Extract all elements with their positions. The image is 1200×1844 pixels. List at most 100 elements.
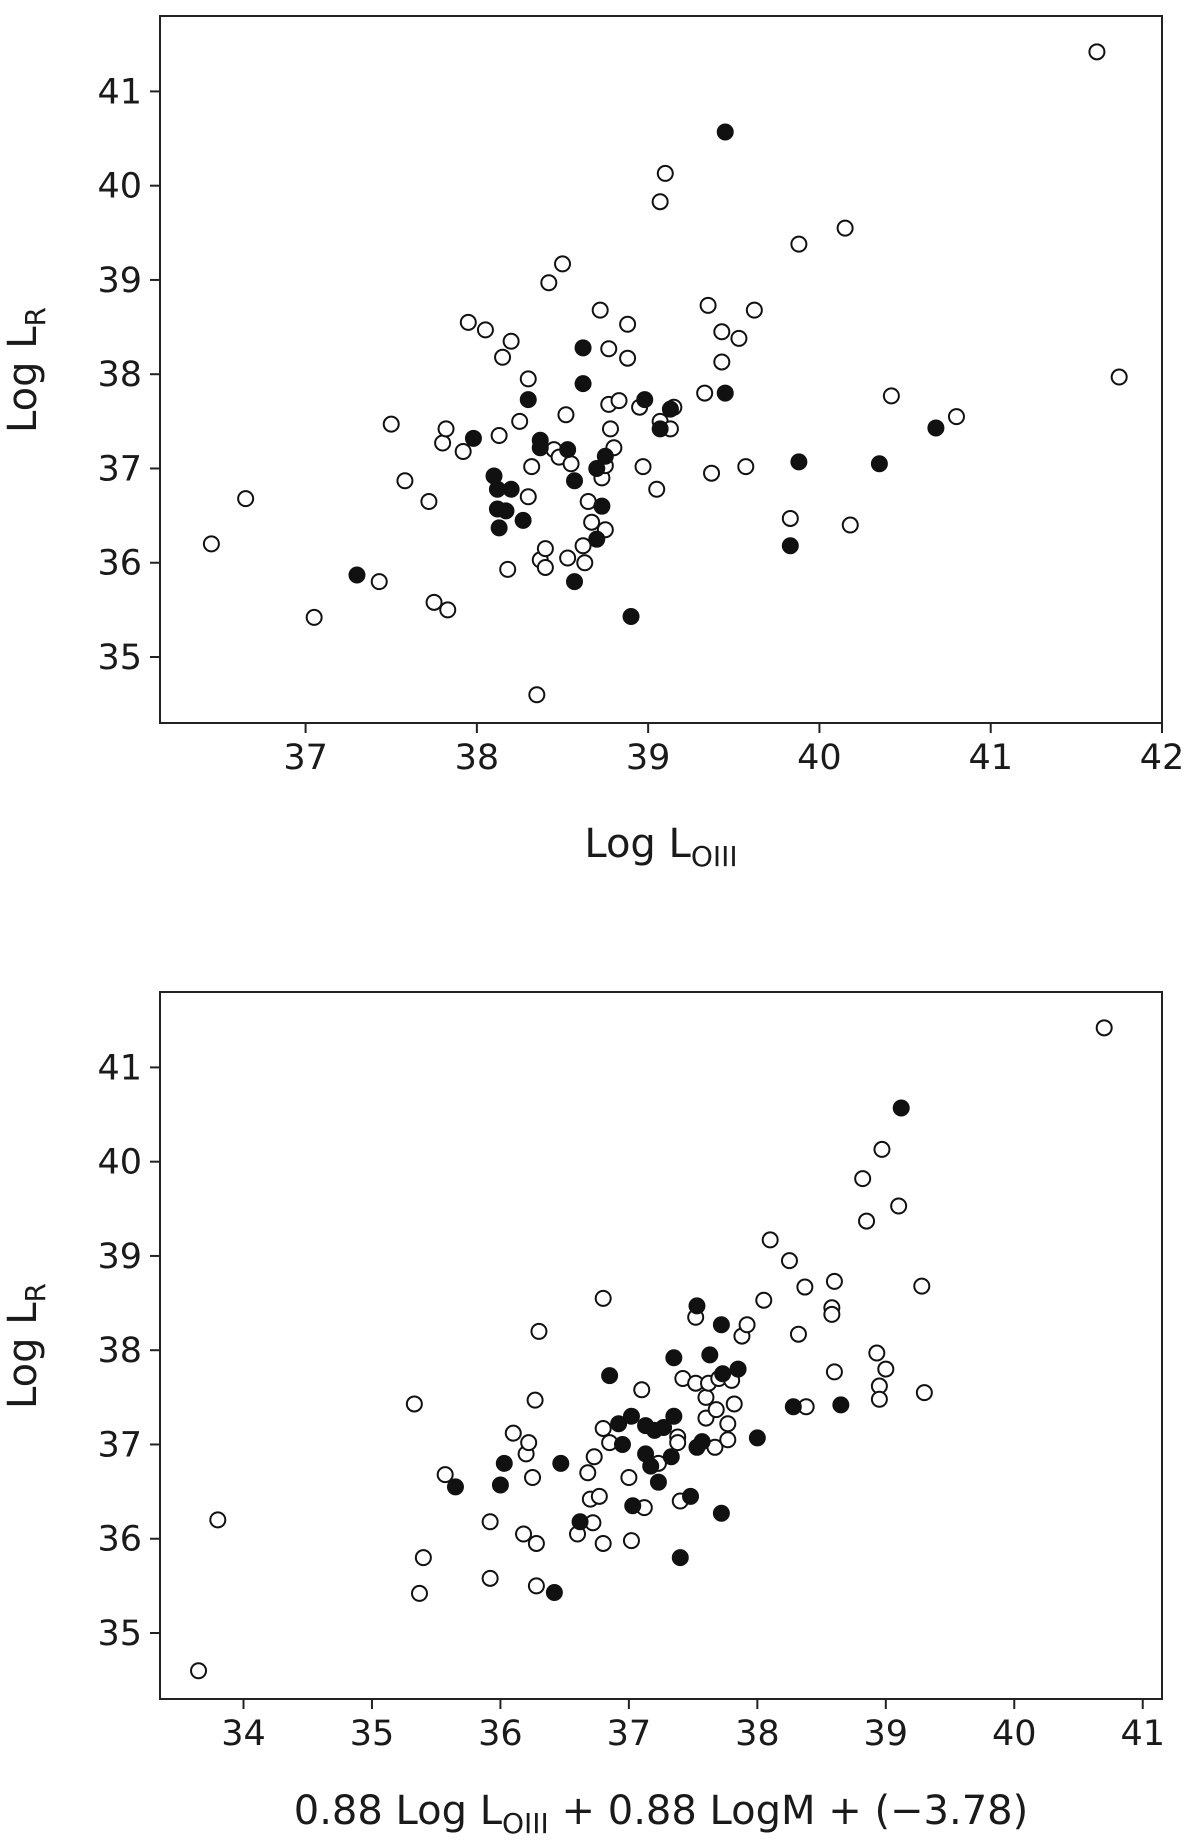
x-axis-label: Log LOIII [584, 821, 737, 873]
data-point-open [528, 686, 546, 704]
data-point-filled [545, 1583, 563, 1601]
data-point-filled [662, 1448, 680, 1466]
data-point-open [738, 1316, 756, 1334]
data-point-open [476, 321, 494, 339]
y-tick-label: 41 [97, 72, 142, 112]
data-point-open [594, 1534, 612, 1552]
data-point-filled [624, 1497, 642, 1515]
data-point-open [425, 593, 443, 611]
data-point-open [619, 349, 637, 367]
data-point-open [410, 1584, 428, 1602]
data-point-filled [748, 1429, 766, 1447]
data-point-filled [596, 447, 614, 465]
data-point-open [420, 492, 438, 510]
data-point-open [405, 1395, 423, 1413]
data-point-filled [588, 530, 606, 548]
x-axis-label-subscript: OIII [691, 840, 738, 873]
data-point-open [699, 296, 717, 314]
data-point-open [696, 384, 714, 402]
y-tick-label: 36 [97, 544, 142, 584]
data-point-open [523, 458, 541, 476]
data-point-open [619, 315, 637, 333]
data-point-open [825, 1363, 843, 1381]
y-ticks: 35 36 37 38 39 40 41 [97, 72, 160, 678]
data-point-filled [574, 375, 592, 393]
data-point-filled [712, 1316, 730, 1334]
data-point-open [490, 426, 508, 444]
data-point-open [841, 516, 859, 534]
data-point-filled [832, 1396, 850, 1414]
data-point-open [823, 1305, 841, 1323]
data-point-open [594, 1289, 612, 1307]
data-point-open [554, 255, 572, 273]
y-axis-label-main: Log L [0, 326, 46, 433]
data-point-open [656, 164, 674, 182]
data-point-filled [892, 1099, 910, 1117]
data-point-open [190, 1662, 208, 1680]
data-point-filled [552, 1454, 570, 1472]
data-point-open [836, 219, 854, 237]
data-point-filled [574, 339, 592, 357]
x-axis-label-main: Log L [584, 821, 691, 867]
data-point-open [515, 1525, 533, 1543]
data-point-filled [927, 419, 945, 437]
data-point-filled [665, 1407, 683, 1425]
y-axis-label-subscript: R [19, 1283, 52, 1302]
data-point-open [499, 560, 517, 578]
data-point-filled [655, 1419, 673, 1437]
data-point-open [590, 1487, 608, 1505]
data-point-filled [712, 1504, 730, 1522]
data-point-open [913, 1277, 931, 1295]
x-tick-label: 38 [455, 738, 500, 778]
data-point-open [648, 480, 666, 498]
data-point-open [947, 408, 965, 426]
data-point-open [601, 420, 619, 438]
data-point-open [620, 1468, 638, 1486]
data-point-open [713, 323, 731, 341]
y-tick-label: 40 [97, 1143, 142, 1183]
data-point-open [414, 1549, 432, 1567]
data-point-open [634, 458, 652, 476]
data-point-open [669, 1434, 687, 1452]
data-point-open [519, 488, 537, 506]
data-point-open [873, 1140, 891, 1158]
data-point-open [719, 1431, 737, 1449]
data-point-open [877, 1360, 895, 1378]
y-tick-label: 39 [97, 1237, 142, 1277]
data-point-filled [571, 1513, 589, 1531]
data-point-open [825, 1272, 843, 1290]
plot-frame [159, 15, 1163, 724]
data-point-open [439, 601, 457, 619]
y-tick-label: 36 [97, 1520, 142, 1560]
data-point-filled [784, 1398, 802, 1416]
data-point-open [854, 1170, 872, 1188]
x-tick-label: 37 [283, 738, 328, 778]
x-tick-label: 37 [607, 1714, 652, 1754]
data-point-open [305, 608, 323, 626]
data-point-filled [514, 511, 532, 529]
data-point-open [209, 1511, 227, 1529]
y-tick-label: 40 [97, 167, 142, 207]
data-point-filled [593, 497, 611, 515]
data-point-open [882, 387, 900, 405]
x-tick-label: 40 [797, 738, 842, 778]
data-point-open [520, 1434, 538, 1452]
data-point-open [755, 1291, 773, 1309]
x-tick-label: 41 [968, 738, 1013, 778]
x-tick-label: 42 [1140, 738, 1185, 778]
data-point-filled [716, 384, 734, 402]
x-axis-label-subscript: OIII [502, 1807, 549, 1840]
data-point-filled [495, 1454, 513, 1472]
data-point-open [796, 1278, 814, 1296]
data-point-open [454, 443, 472, 461]
x-tick-label: 41 [1120, 1714, 1165, 1754]
data-point-open [780, 1252, 798, 1270]
data-point-open [1095, 1019, 1113, 1037]
y-tick-label: 39 [97, 261, 142, 301]
data-point-filled [661, 400, 679, 418]
data-point-filled [588, 459, 606, 477]
data-point-open [789, 1325, 807, 1343]
data-point-open [494, 348, 512, 366]
x-tick-label: 38 [735, 1714, 780, 1754]
